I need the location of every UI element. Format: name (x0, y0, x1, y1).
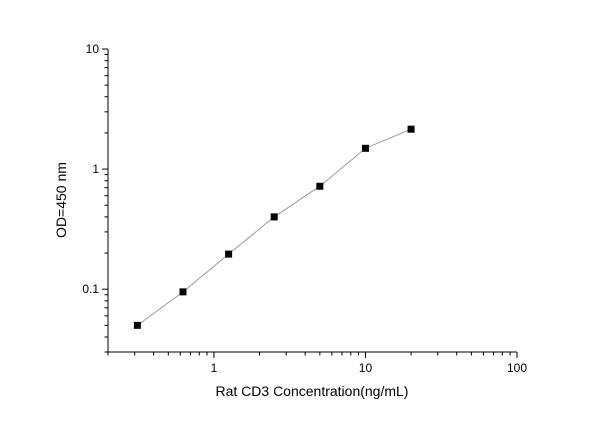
data-point (316, 182, 324, 190)
y-tick-label: 1 (92, 162, 99, 176)
data-point (407, 125, 415, 133)
x-tick-label: 100 (507, 361, 527, 375)
data-point (270, 213, 278, 221)
x-axis-label: Rat CD3 Concentration(ng/mL) (216, 383, 409, 399)
series (133, 125, 415, 329)
x-tick-label: 1 (211, 361, 218, 375)
x-tick-label: 10 (359, 361, 373, 375)
data-point (225, 250, 233, 258)
series-line (137, 128, 412, 326)
y-tick-label: 0.1 (82, 282, 99, 296)
data-point (133, 321, 141, 329)
data-point (361, 144, 369, 152)
ticks: 1 10 100 0.1 1 10 (82, 42, 527, 375)
y-axis-label: OD=450 nm (53, 162, 69, 238)
axes (107, 49, 517, 353)
y-tick-label: 10 (86, 42, 100, 56)
data-point (179, 288, 187, 296)
